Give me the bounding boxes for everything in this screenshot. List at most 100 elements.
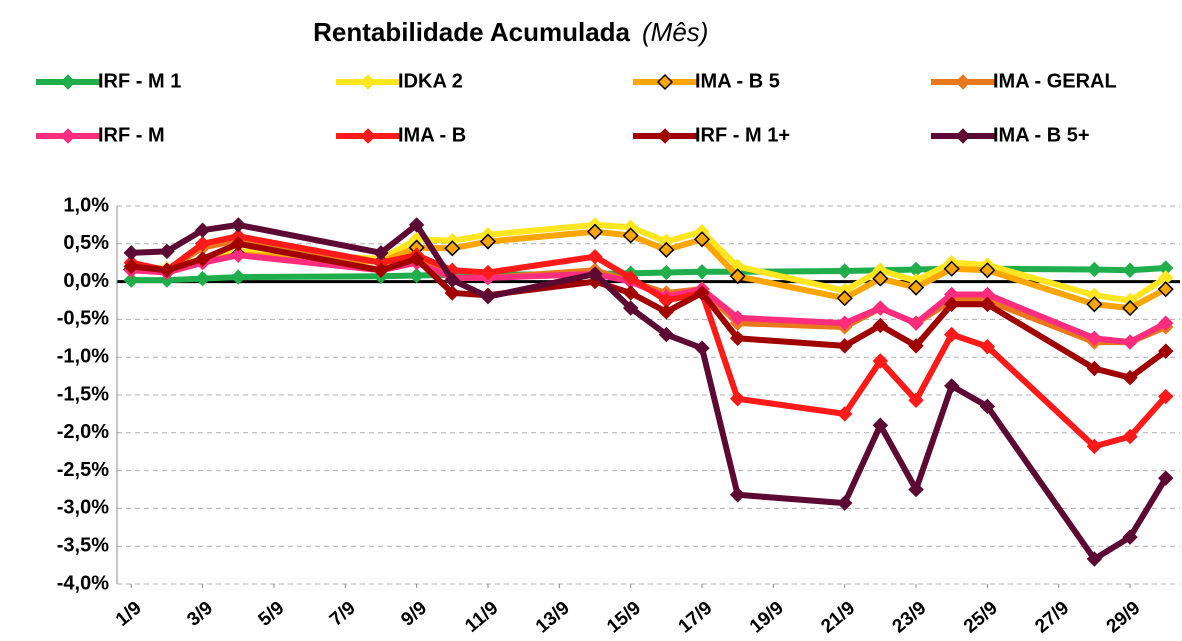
y-tick-label: -1,0% xyxy=(57,345,109,367)
data-point xyxy=(658,326,675,343)
legend-label: IDKA 2 xyxy=(398,70,463,92)
data-point xyxy=(729,330,746,347)
data-point xyxy=(1086,360,1103,377)
data-point xyxy=(836,406,853,422)
data-point xyxy=(836,263,853,279)
data-point xyxy=(694,285,710,301)
x-tick-label: 19/9 xyxy=(746,598,788,638)
data-point xyxy=(1086,296,1103,313)
data-point xyxy=(836,495,853,511)
data-point xyxy=(194,251,211,267)
data-point xyxy=(123,245,139,261)
x-tick-label: 17/9 xyxy=(675,598,717,638)
chart-title: Rentabilidade Acumulada xyxy=(313,17,630,47)
legend-marker xyxy=(60,74,76,90)
data-point xyxy=(729,268,746,285)
data-point xyxy=(1086,438,1103,455)
data-point xyxy=(159,262,175,278)
data-point xyxy=(480,289,496,305)
legend-marker xyxy=(360,128,376,144)
data-point xyxy=(479,233,497,250)
data-point xyxy=(230,236,246,252)
data-point xyxy=(979,338,996,355)
data-point xyxy=(658,264,675,281)
data-point xyxy=(1158,388,1174,405)
data-point xyxy=(408,267,425,284)
data-point xyxy=(836,338,853,354)
x-tick-label: 1/9 xyxy=(112,598,146,631)
x-tick-label: 13/9 xyxy=(532,598,574,638)
data-point xyxy=(943,326,960,343)
data-point xyxy=(836,290,853,307)
data-point xyxy=(908,481,924,498)
legend-item: IMA - GERAL xyxy=(931,70,1117,92)
data-point xyxy=(622,270,639,286)
data-point xyxy=(587,266,603,282)
legend-label: IMA - GERAL xyxy=(993,70,1117,92)
data-point xyxy=(123,258,139,275)
legend-marker xyxy=(657,128,673,144)
x-tick-label: 5/9 xyxy=(255,598,289,631)
data-point xyxy=(1086,551,1103,567)
y-tick-label: -4,0% xyxy=(57,572,109,594)
data-point xyxy=(729,487,746,503)
data-point xyxy=(230,217,246,233)
y-tick-label: -0,5% xyxy=(57,308,109,330)
data-point xyxy=(444,285,461,301)
data-point xyxy=(622,300,639,316)
data-point xyxy=(194,222,211,238)
x-tick-label: 11/9 xyxy=(461,598,502,637)
data-point xyxy=(194,270,211,287)
data-point xyxy=(908,392,924,408)
legend-label: IRF - M 1+ xyxy=(695,124,790,146)
data-point xyxy=(1086,261,1103,278)
data-point xyxy=(943,378,960,394)
data-point xyxy=(908,315,924,331)
data-point xyxy=(444,240,461,257)
legend-label: IMA - B 5+ xyxy=(993,124,1090,146)
data-point xyxy=(907,279,925,296)
data-point xyxy=(194,236,211,252)
data-point xyxy=(373,262,389,278)
y-tick-label: 1,0% xyxy=(63,194,109,216)
legend-item: IMA - B 5 xyxy=(633,70,780,92)
data-point xyxy=(1121,299,1139,317)
data-point xyxy=(230,247,246,263)
legend-item: IMA - B xyxy=(336,124,466,146)
data-point xyxy=(943,296,960,312)
x-tick-label: 9/9 xyxy=(397,598,431,631)
data-point xyxy=(1122,369,1138,386)
legend-item: IRF - M 1+ xyxy=(633,124,790,146)
data-point xyxy=(729,310,746,326)
data-point xyxy=(1122,262,1138,278)
data-point xyxy=(979,398,996,415)
data-point xyxy=(1086,330,1103,347)
data-point xyxy=(586,223,604,240)
data-point xyxy=(622,285,639,301)
y-tick-label: -2,0% xyxy=(57,421,109,443)
data-point xyxy=(408,217,425,233)
data-point xyxy=(872,317,889,334)
legend-marker xyxy=(656,73,674,91)
data-point xyxy=(872,417,889,433)
x-tick-label: 3/9 xyxy=(183,598,217,631)
data-point xyxy=(408,251,425,267)
legend-item: IMA - B 5+ xyxy=(931,124,1090,146)
data-point xyxy=(587,248,603,265)
legend-item: IDKA 2 xyxy=(336,70,463,92)
x-tick-label: 27/9 xyxy=(1031,598,1073,638)
data-point xyxy=(943,260,960,277)
data-point xyxy=(694,264,710,280)
data-point xyxy=(444,272,461,288)
chart-subtitle: (Mês) xyxy=(642,17,708,47)
data-point xyxy=(836,315,853,331)
data-point xyxy=(123,272,139,288)
legend-item: IRF - M xyxy=(36,124,165,146)
x-tick-label: 15/9 xyxy=(603,598,645,638)
data-point xyxy=(872,353,889,369)
legend-marker xyxy=(360,74,376,90)
data-point xyxy=(979,296,996,312)
data-point xyxy=(872,270,889,287)
